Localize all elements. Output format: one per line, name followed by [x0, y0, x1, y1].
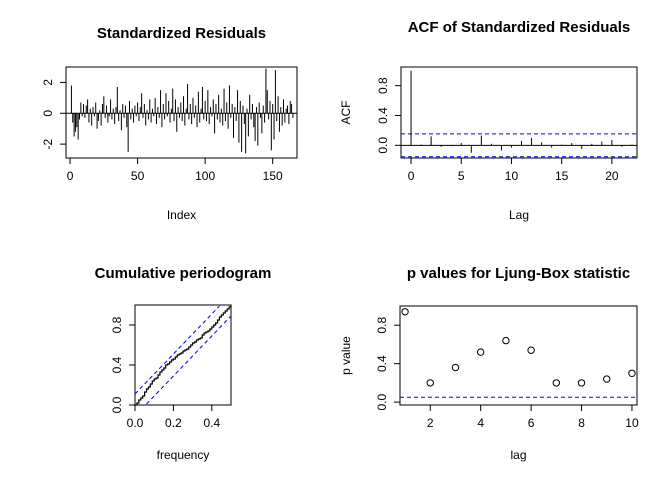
- y-tick-label: 0.4: [376, 107, 390, 124]
- p-value-point: [401, 308, 409, 316]
- x-tick-label: 100: [195, 169, 215, 183]
- panel-1: Standardized Residuals Index 0 50 100 150 -2 0 2: [41, 25, 298, 222]
- x-axis-label: frequency: [157, 448, 210, 462]
- y-tick-label: 0.4: [375, 355, 389, 372]
- x-tick-label: 0.2: [165, 416, 182, 430]
- x-axis-label: Index: [167, 208, 196, 222]
- upper-band-line: [134, 305, 220, 395]
- x-tick-label: 2: [427, 416, 434, 430]
- p-value-point: [527, 346, 535, 354]
- y-tick-label: -2: [41, 138, 55, 149]
- x-tick-label: 6: [528, 416, 535, 430]
- x-tick-label: 150: [263, 169, 283, 183]
- plot-frame: [134, 304, 232, 406]
- plot-content: [134, 305, 232, 406]
- x-tick-label: 10: [625, 416, 639, 430]
- x-tick-label: 0: [67, 169, 74, 183]
- y-tick-label: 0.0: [376, 137, 390, 154]
- y-tick-label: 0.8: [376, 77, 390, 94]
- x-tick-label: 50: [131, 169, 145, 183]
- panel-title: ACF of Standardized Residuals: [408, 19, 631, 36]
- p-value-point: [451, 363, 460, 372]
- lower-band-line: [146, 315, 232, 405]
- plot-content: [66, 68, 297, 154]
- p-value-point: [628, 369, 636, 377]
- p-value-point: [502, 336, 510, 345]
- x-axis-label: lag: [510, 448, 526, 462]
- y-axis-label: ACF: [339, 101, 353, 125]
- y-tick-label: 0.8: [375, 317, 389, 334]
- x-tick-label: 20: [605, 169, 619, 183]
- y-axis-label: p value: [339, 336, 353, 375]
- plot-frame: [400, 66, 638, 159]
- panel-title: p values for Ljung-Box statistic: [407, 265, 630, 282]
- panel-title: Cumulative periodogram: [95, 265, 272, 282]
- panel-4: p values for Ljung-Box statistic lag p val…: [339, 265, 639, 462]
- cumulative-periodogram-line: [135, 305, 232, 406]
- plot-frame: [399, 305, 638, 406]
- x-axis-label: Lag: [509, 208, 529, 222]
- x-tick-label: 0.0: [127, 416, 144, 430]
- x-tick-label: 4: [477, 416, 484, 430]
- plot-content: [400, 308, 637, 398]
- x-tick-label: 5: [458, 169, 465, 183]
- x-tick-label: 8: [578, 416, 585, 430]
- y-tick-label: 0.0: [110, 396, 124, 413]
- x-tick-label: 10: [505, 169, 519, 183]
- plot-content: [401, 70, 637, 158]
- x-tick-label: 0: [408, 169, 415, 183]
- y-tick-label: 0.0: [375, 393, 389, 410]
- y-tick-label: 0: [41, 110, 55, 117]
- x-tick-label: 0.4: [203, 416, 220, 430]
- y-tick-label: 0.8: [110, 316, 124, 333]
- p-value-point: [603, 375, 611, 383]
- p-value-point: [552, 379, 561, 387]
- p-value-point: [426, 379, 434, 387]
- p-value-point: [476, 348, 485, 356]
- panel-2: ACF of Standardized Residuals Lag ACF 0 5 10 1…: [339, 19, 638, 222]
- plot-frame: [65, 66, 298, 159]
- p-value-point: [577, 379, 586, 387]
- y-tick-label: 0.4: [110, 356, 124, 373]
- y-tick-label: 2: [41, 79, 55, 86]
- panel-title: Standardized Residuals: [97, 25, 266, 42]
- x-tick-label: 15: [555, 169, 569, 183]
- panel-3: Cumulative periodogram frequency 0.0 0.2 0.4…: [95, 265, 272, 462]
